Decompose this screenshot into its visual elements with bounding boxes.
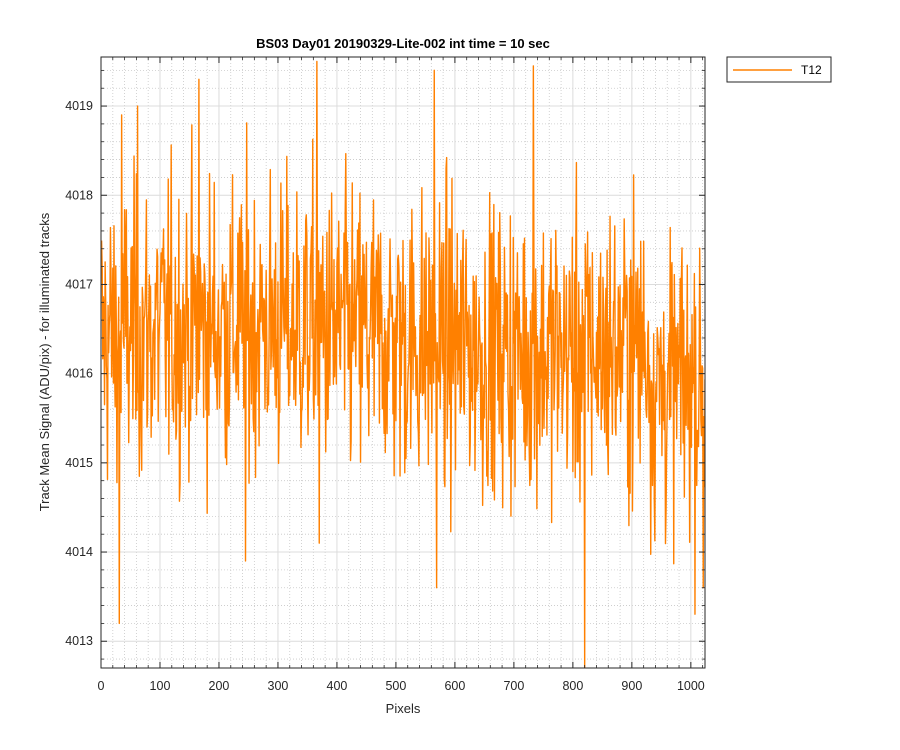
x-tick-label: 800	[562, 679, 583, 693]
chart-title: BS03 Day01 20190329-Lite-002 int time = …	[256, 36, 550, 51]
x-tick-label: 400	[327, 679, 348, 693]
x-tick-label: 500	[385, 679, 406, 693]
x-tick-labels: 0 100 200 300 400 500 600 700 800 900 1000	[98, 679, 705, 693]
x-tick-label: 1000	[677, 679, 705, 693]
x-tick-label: 0	[98, 679, 105, 693]
y-axis-label: Track Mean Signal (ADU/pix) - for illumi…	[37, 212, 52, 511]
y-tick-label: 4017	[65, 277, 93, 291]
x-tick-label: 700	[503, 679, 524, 693]
x-tick-label: 300	[268, 679, 289, 693]
y-tick-label: 4019	[65, 99, 93, 113]
legend: T12	[726, 56, 832, 83]
x-tick-label: 200	[209, 679, 230, 693]
x-tick-label: 600	[444, 679, 465, 693]
x-axis-label: Pixels	[386, 701, 421, 716]
axes-box	[100, 56, 706, 669]
y-tick-label: 4013	[65, 634, 93, 648]
legend-label-t12: T12	[801, 63, 822, 77]
x-tick-label: 100	[150, 679, 171, 693]
x-tick-label: 900	[621, 679, 642, 693]
y-tick-label: 4016	[65, 367, 93, 381]
series-line-t12	[101, 60, 705, 668]
y-tick-label: 4018	[65, 188, 93, 202]
y-tick-label: 4015	[65, 456, 93, 470]
y-tick-label: 4014	[65, 545, 93, 559]
y-tick-labels: 4013 4014 4015 4016 4017 4018 4019	[65, 99, 93, 648]
